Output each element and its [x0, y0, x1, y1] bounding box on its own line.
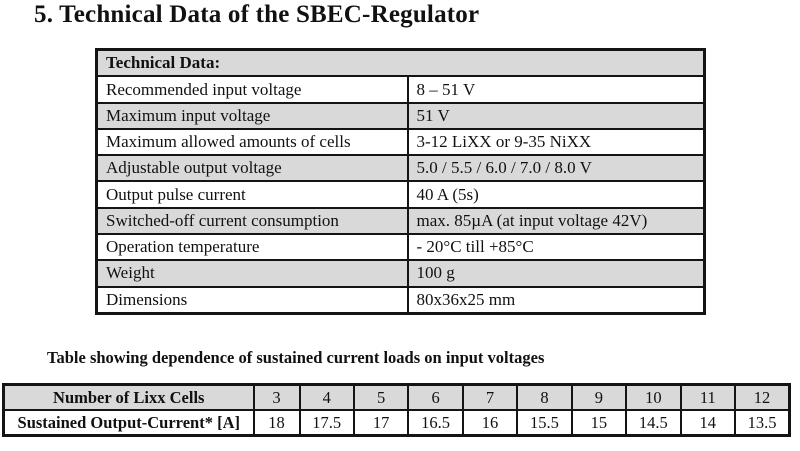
row-label: Recommended input voltage [95, 75, 409, 104]
row-label: Output pulse current [95, 180, 409, 209]
table-row: Recommended input voltage 8 – 51 V [95, 75, 706, 104]
table-row: Weight 100 g [95, 259, 706, 288]
row-label: Dimensions [95, 285, 409, 315]
row-label: Sustained Output-Current* [A] [2, 409, 255, 437]
sustained-current-table: Number of Lixx Cells 3 4 5 6 7 8 9 10 11… [2, 383, 791, 437]
cell-count: 8 [516, 383, 573, 411]
cell-count: 3 [252, 383, 301, 411]
row-value: 80x36x25 mm [406, 285, 706, 315]
table-row: Operation temperature - 20°C till +85°C [95, 232, 706, 262]
current-value: 16.5 [407, 409, 464, 437]
row-value: 3-12 LiXX or 9-35 NiXX [406, 127, 706, 157]
row-value: 5.0 / 5.5 / 6.0 / 7.0 / 8.0 V [406, 154, 706, 183]
table-row: Dimensions 80x36x25 mm [95, 285, 706, 315]
currents-value-row: Sustained Output-Current* [A] 18 17.5 17… [2, 409, 791, 437]
row-value: 51 V [406, 101, 706, 130]
row-label: Weight [95, 259, 409, 288]
cell-count: 9 [570, 383, 628, 411]
table-row: Adjustable output voltage 5.0 / 5.5 / 6.… [95, 154, 706, 183]
cell-count: 11 [679, 383, 737, 411]
row-label: Maximum input voltage [95, 101, 409, 130]
row-value: 40 A (5s) [406, 180, 706, 209]
current-table-caption: Table showing dependence of sustained cu… [47, 348, 545, 367]
current-value: 13.5 [734, 409, 791, 437]
cell-count: 5 [352, 383, 410, 411]
row-value: 100 g [406, 259, 706, 288]
row-label: Maximum allowed amounts of cells [95, 127, 409, 157]
current-value: 14.5 [625, 409, 682, 437]
table-row: Output pulse current 40 A (5s) [95, 180, 706, 209]
cell-count: 4 [298, 383, 355, 411]
current-value: 17 [352, 409, 410, 437]
current-value: 16 [461, 409, 519, 437]
row-label: Adjustable output voltage [95, 154, 409, 183]
cells-header-row: Number of Lixx Cells 3 4 5 6 7 8 9 10 11… [2, 383, 791, 411]
table-header-row: Technical Data: [95, 48, 706, 78]
row-label: Switched-off current consumption [95, 206, 409, 235]
table-header-cell: Technical Data: [95, 48, 706, 78]
row-value: max. 85µA (at input voltage 42V) [406, 206, 706, 235]
technical-data-table: Technical Data: Recommended input voltag… [95, 48, 706, 315]
current-value: 17.5 [298, 409, 355, 437]
current-value: 14 [679, 409, 737, 437]
row-value: 8 – 51 V [406, 75, 706, 104]
row-value: - 20°C till +85°C [406, 232, 706, 262]
page-title: 5. Technical Data of the SBEC-Regulator [34, 1, 480, 28]
cell-count: 7 [461, 383, 519, 411]
row-label: Number of Lixx Cells [2, 383, 255, 411]
current-value: 15.5 [516, 409, 573, 437]
current-value: 18 [252, 409, 301, 437]
cell-count: 12 [734, 383, 791, 411]
cell-count: 10 [625, 383, 682, 411]
cell-count: 6 [407, 383, 464, 411]
current-value: 15 [570, 409, 628, 437]
table-row: Maximum allowed amounts of cells 3-12 Li… [95, 127, 706, 157]
table-row: Maximum input voltage 51 V [95, 101, 706, 130]
table-row: Switched-off current consumption max. 85… [95, 206, 706, 235]
row-label: Operation temperature [95, 232, 409, 262]
